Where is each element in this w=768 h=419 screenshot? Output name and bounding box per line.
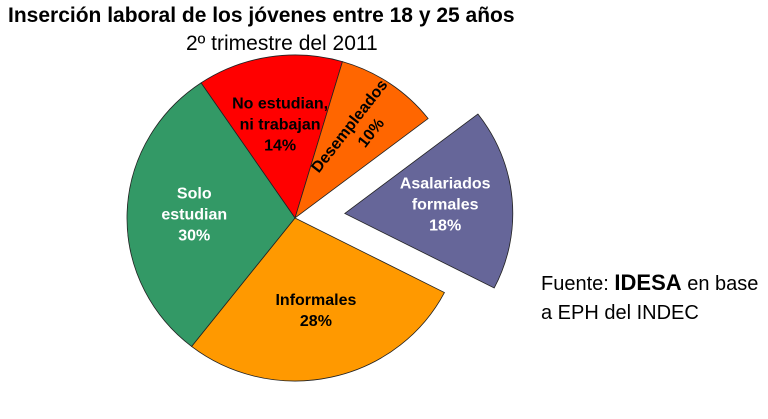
slice-value-label: 28% [300,313,332,330]
source-prefix: Fuente: [541,273,615,295]
slice-label-3: Informales 28% [275,292,356,330]
source-note: Fuente: IDESA en base a EPH del INDEC [541,268,761,328]
slice-name-label: Informales [275,292,356,309]
slice-label-2: Asalariados formales 18% [400,176,491,235]
chart-title: Inserción laboral de los jóvenes entre 1… [8,4,515,27]
slice-name-label: No estudian, [232,96,328,113]
pie-slice-2 [344,113,514,289]
slice-label-0: No estudian, ni trabajan 14% [232,96,328,155]
source-brand: IDESA [614,270,682,295]
slice-name-label: Solo [177,186,212,203]
source-suffix: en base a EPH del INDEC [541,273,759,324]
pie-slice-4 [126,82,296,347]
pie-slice-3 [190,217,445,382]
slice-value-label: 14% [264,138,296,155]
pie-slice-1 [294,61,429,220]
slice-value-label: 18% [429,218,461,235]
slice-name-label: formales [412,197,479,214]
chart-subtitle: 2º trimestre del 2011 [186,32,378,55]
slice-label-4: Solo estudian 30% [161,186,227,245]
slice-name-label: Asalariados [400,176,491,193]
slice-value-label: 30% [178,228,210,245]
slice-name-label: ni trabajan [240,117,321,134]
slice-name-label: estudian [161,207,227,224]
